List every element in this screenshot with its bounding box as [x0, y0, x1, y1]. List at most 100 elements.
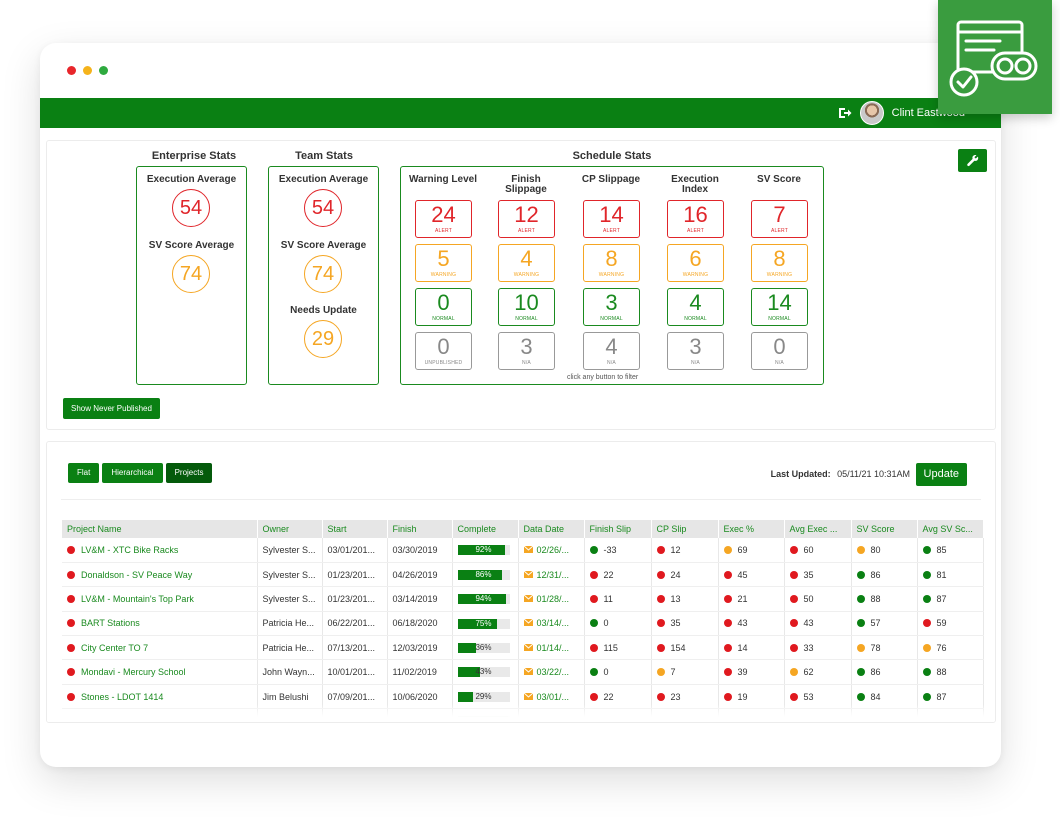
table-row[interactable]: LV&M - XTC Bike Racks Sylvester S... 03/01… — [62, 538, 984, 563]
cp-slip-value: 12 — [670, 544, 681, 555]
cp-slip-cell: 154 — [651, 635, 719, 661]
filter-button-warning[interactable]: 8 WARNING — [751, 244, 808, 282]
filter-button-na[interactable]: 0 N/A — [751, 332, 808, 370]
envelope-icon[interactable] — [523, 619, 533, 627]
table-row[interactable]: BART Stations Patricia He... 06/22/201... 0… — [62, 611, 984, 637]
table-row[interactable]: City Center TO 7 Patricia He... 07/13/201.… — [62, 635, 984, 661]
envelope-icon[interactable] — [523, 570, 533, 578]
filter-count: 5 — [437, 246, 450, 271]
project-name-link[interactable]: LV&M - XTC Bike Racks — [81, 544, 179, 555]
filter-count: 4 — [605, 334, 618, 359]
filter-button-alert[interactable]: 14 ALERT — [583, 200, 640, 238]
column-header[interactable]: Data Date — [518, 520, 585, 538]
filter-button-normal[interactable]: 4 NORMAL — [667, 288, 724, 326]
close-dot[interactable] — [67, 66, 76, 75]
status-dot — [922, 668, 931, 677]
column-header[interactable]: Project Name — [62, 520, 258, 538]
owner-cell: Sylvester S... — [257, 562, 323, 588]
owner: John Wayn... — [262, 667, 315, 678]
envelope-icon[interactable] — [523, 692, 533, 700]
projects-panel: Flat Hierarchical Projects Last Updated:… — [46, 441, 996, 723]
complete-cell: 36% — [452, 635, 519, 661]
exec-pct-value: 45 — [737, 569, 748, 580]
status-dot — [656, 692, 665, 701]
finish-date: 03/30/2019 — [392, 544, 438, 555]
maximize-dot[interactable] — [99, 66, 108, 75]
column-header[interactable]: Finish — [387, 520, 453, 538]
column-header[interactable]: Exec % — [718, 520, 785, 538]
filter-button-normal[interactable]: 14 NORMAL — [751, 288, 808, 326]
filter-count: 0 — [437, 290, 450, 315]
update-button[interactable]: Update — [915, 463, 967, 486]
filter-button-na[interactable]: 0 UNPUBLISHED — [415, 332, 472, 370]
settings-button[interactable] — [958, 149, 987, 172]
progress-percent: 86% — [475, 569, 492, 579]
status-dot — [67, 692, 75, 701]
status-dot — [922, 619, 931, 628]
cp-slip-cell: 7 — [651, 659, 719, 685]
envelope-icon[interactable] — [523, 545, 533, 553]
column-header[interactable]: Complete — [452, 520, 519, 538]
filter-button-alert[interactable]: 7 ALERT — [751, 200, 808, 238]
filter-button-alert[interactable]: 12 ALERT — [498, 200, 555, 238]
filter-button-warning[interactable]: 5 WARNING — [415, 244, 472, 282]
filter-button-na[interactable]: 3 N/A — [667, 332, 724, 370]
project-name-link[interactable]: City Center TO 7 — [81, 642, 149, 653]
column-header[interactable]: Avg SV Sc... — [917, 520, 984, 538]
finish-cell: 12/03/2019 — [387, 635, 453, 661]
start-date: 01/23/201... — [327, 593, 376, 604]
table-row[interactable]: Mondavi - Mercury School John Wayn... 10/0… — [62, 659, 984, 685]
sv-score-value: 88 — [870, 593, 881, 604]
filter-button-normal[interactable]: 3 NORMAL — [583, 288, 640, 326]
project-name-link[interactable]: LV&M - Mountain's Top Park — [81, 593, 194, 604]
avg-exec-cell: 33 — [784, 635, 852, 661]
filter-button-alert[interactable]: 24 ALERT — [415, 200, 472, 238]
envelope-icon[interactable] — [523, 594, 533, 602]
envelope-icon[interactable] — [523, 668, 533, 676]
minimize-dot[interactable] — [83, 66, 92, 75]
progress-percent: 92% — [475, 545, 492, 555]
tab-flat[interactable]: Flat — [68, 463, 100, 483]
column-header[interactable]: CP Slip — [651, 520, 719, 538]
project-name-link[interactable]: Stones - LDOT 1414 — [81, 691, 164, 702]
filter-label: NORMAL — [432, 316, 455, 322]
finish-cell: 06/18/2020 — [387, 611, 453, 637]
project-name-link[interactable]: Donaldson - SV Peace Way — [81, 569, 193, 580]
table-row[interactable]: Donaldson - SV Peace Way Sylvester S... 01… — [62, 562, 984, 588]
status-dot — [67, 643, 75, 652]
column-header[interactable]: Avg Exec ... — [784, 520, 852, 538]
show-never-published-button[interactable]: Show Never Published — [63, 398, 160, 419]
filter-button-normal[interactable]: 10 NORMAL — [498, 288, 555, 326]
filter-label: NORMAL — [600, 316, 623, 322]
status-dot — [856, 570, 865, 579]
filter-button-warning[interactable]: 8 WARNING — [583, 244, 640, 282]
sv-score-value: 78 — [870, 642, 881, 653]
browser-window: Clint Eastwood Enterprise Stats Executio… — [40, 43, 1001, 767]
progress-fill — [457, 618, 497, 629]
project-name-link[interactable]: Mondavi - Mercury School — [81, 667, 186, 678]
column-header[interactable]: Start — [322, 520, 388, 538]
column-header[interactable]: Owner — [257, 520, 323, 538]
filter-button-na[interactable]: 3 N/A — [498, 332, 555, 370]
filter-button-normal[interactable]: 0 NORMAL — [415, 288, 472, 326]
logout-icon[interactable] — [838, 106, 852, 120]
tab-projects[interactable]: Projects — [165, 463, 213, 483]
finish-slip-value: -33 — [603, 544, 617, 555]
start-cell: 10/01/201... — [322, 659, 388, 685]
filter-button-warning[interactable]: 6 WARNING — [667, 244, 724, 282]
avatar[interactable] — [859, 101, 884, 125]
stats-panel: Enterprise Stats Execution Average 54 SV… — [46, 140, 996, 430]
column-header[interactable]: SV Score — [851, 520, 918, 538]
project-name-link[interactable]: BART Stations — [81, 618, 140, 629]
finish-slip-value: 0 — [603, 667, 609, 678]
table-row[interactable]: LV&M - Mountain's Top Park Sylvester S...… — [62, 586, 984, 612]
owner: Patricia He... — [262, 642, 315, 653]
filter-button-warning[interactable]: 4 WARNING — [498, 244, 555, 282]
finish-slip-value: 22 — [603, 691, 614, 702]
column-header[interactable]: Finish Slip — [584, 520, 652, 538]
filter-button-na[interactable]: 4 N/A — [583, 332, 640, 370]
envelope-icon[interactable] — [523, 643, 533, 651]
filter-button-alert[interactable]: 16 ALERT — [667, 200, 724, 238]
tab-hierarchical[interactable]: Hierarchical — [102, 463, 163, 483]
filter-count: 10 — [514, 290, 539, 315]
